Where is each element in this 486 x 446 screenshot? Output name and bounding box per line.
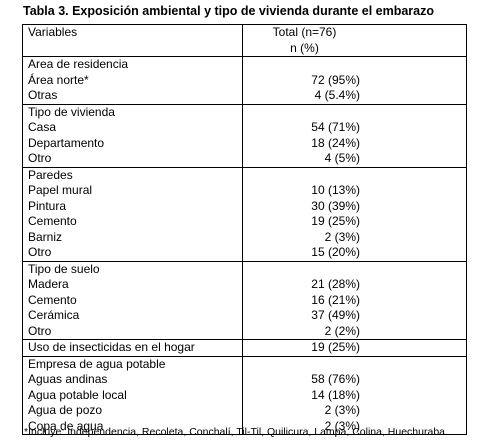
label-cell: Aguas andinas	[28, 372, 108, 386]
row-group: Paredes Papel mural 10 (13%) Pintura 30 (39%…	[22, 167, 467, 261]
value-cell: 15 (20%)	[242, 245, 467, 261]
header-cell: n (%)	[242, 40, 467, 57]
label-cell: Area de residencia	[28, 57, 129, 71]
value-cell: 2 (3%)	[242, 403, 467, 419]
row-group: Area de residencia Área norte* 72 (95%) Otr…	[22, 56, 467, 104]
label-cell: Uso de insecticidas en el hogar	[28, 340, 195, 354]
label-cell: Agua potable local	[28, 387, 127, 402]
table-row: Otro 2 (2%)	[23, 323, 467, 340]
value-cell: 2 (2%)	[242, 323, 467, 340]
value-cell: 10 (13%)	[242, 183, 467, 199]
label-cell: Barniz	[28, 229, 63, 244]
footnote: *Incluye: Independencia, Recoleta, Conch…	[24, 426, 446, 438]
table-row: Tipo de vivienda	[23, 104, 467, 120]
value-cell: 4 (5%)	[242, 151, 467, 167]
label-cell: Otras	[28, 88, 58, 102]
table-row: Papel mural 10 (13%)	[23, 183, 467, 199]
label-cell: Departamento	[28, 135, 105, 150]
label-cell: Área norte*	[28, 72, 89, 87]
value-cell: 4 (5.4%)	[242, 88, 467, 104]
row-group: Empresa de agua potable Aguas andinas 58 (…	[22, 356, 467, 435]
table-row: Cemento 16 (21%)	[23, 292, 467, 308]
table-row: Copa de agua 2 (3%)	[23, 418, 467, 435]
value-cell: 2 (3%)	[242, 229, 467, 245]
table-row: Area de residencia	[23, 56, 467, 73]
row-group: Tipo de vivienda Casa 54 (71%) Departamento…	[22, 104, 467, 167]
header-cell: Variables	[28, 25, 78, 39]
label-cell: Cemento	[28, 292, 77, 307]
row-group: Tipo de suelo Madera 21 (28%) Cemento 16 (21…	[22, 261, 467, 340]
table-row: Tipo de suelo	[23, 261, 467, 277]
header-cell	[23, 41, 243, 57]
value-cell: 18 (24%)	[242, 135, 467, 151]
value-cell	[242, 356, 467, 372]
table-row: Otras 4 (5.4%)	[23, 88, 467, 104]
table-row: Paredes	[23, 167, 467, 183]
value-cell: 58 (76%)	[242, 372, 467, 388]
label-cell: Pintura	[28, 198, 67, 213]
table-row: Uso de insecticidas en el hogar 19 (25%)	[23, 339, 467, 356]
row-group: Uso de insecticidas en el hogar 19 (25%)	[22, 339, 467, 356]
header-cell: Total (n=76)	[242, 24, 467, 41]
label-cell: Copa de agua	[28, 418, 104, 433]
label-cell: Agua de pozo	[28, 403, 103, 417]
value-cell: 14 (18%)	[242, 387, 467, 403]
label-cell: Otro	[28, 323, 52, 338]
label-cell: Otro	[28, 151, 52, 165]
value-cell	[242, 167, 467, 183]
table-row: Aguas andinas 58 (76%)	[23, 372, 467, 388]
table-title: Tabla 3. Exposición ambiental y tipo de …	[23, 4, 434, 18]
label-cell: Empresa de agua potable	[28, 356, 166, 371]
table-row: Cemento 19 (25%)	[23, 214, 467, 230]
value-cell	[242, 56, 467, 73]
label-cell: Tipo de vivienda	[28, 104, 115, 119]
table-row: Madera 21 (28%)	[23, 277, 467, 293]
label-cell: Otro	[28, 245, 52, 259]
label-cell: Cerámica	[28, 308, 80, 322]
value-cell: 2 (3%)	[242, 418, 467, 435]
value-cell	[242, 104, 467, 120]
table-row: Agua de pozo 2 (3%)	[23, 403, 467, 419]
table-row: Cerámica 37 (49%)	[23, 308, 467, 324]
table-row: Otro 4 (5%)	[23, 151, 467, 167]
table-row: Pintura 30 (39%)	[23, 198, 467, 214]
label-cell: Papel mural	[28, 183, 93, 197]
table: Variables Total (n=76) n (%) Area de resi…	[22, 24, 467, 435]
value-cell: 72 (95%)	[242, 72, 467, 88]
value-cell: 19 (25%)	[242, 339, 467, 356]
table-row: Agua potable local 14 (18%)	[23, 387, 467, 403]
label-cell: Casa	[28, 120, 57, 134]
value-cell: 19 (25%)	[242, 214, 467, 230]
label-cell: Madera	[28, 277, 69, 291]
label-cell: Cemento	[28, 214, 77, 228]
table-row: Casa 54 (71%)	[23, 120, 467, 136]
value-cell: 16 (21%)	[242, 292, 467, 308]
table-row: Barniz 2 (3%)	[23, 229, 467, 245]
value-cell: 54 (71%)	[242, 120, 467, 136]
value-cell: 37 (49%)	[242, 308, 467, 324]
table-row: Empresa de agua potable	[23, 356, 467, 372]
table-row: Otro 15 (20%)	[23, 245, 467, 261]
table-row: Departamento 18 (24%)	[23, 135, 467, 151]
value-cell: 30 (39%)	[242, 198, 467, 214]
table-header: Variables Total (n=76) n (%)	[23, 24, 467, 57]
label-cell: Paredes	[28, 167, 73, 182]
label-cell: Tipo de suelo	[28, 261, 100, 276]
value-cell	[242, 261, 467, 277]
value-cell: 21 (28%)	[242, 277, 467, 293]
table-row: Área norte* 72 (95%)	[23, 72, 467, 88]
